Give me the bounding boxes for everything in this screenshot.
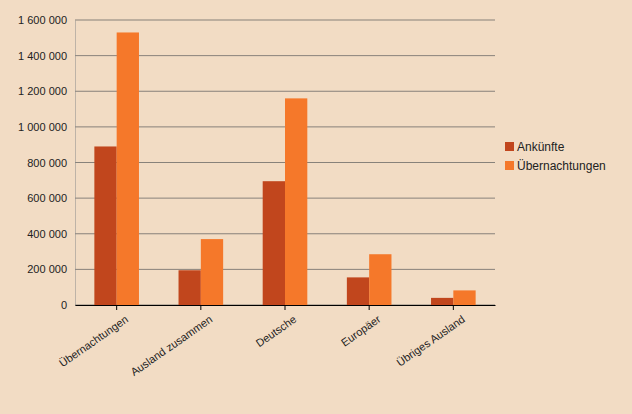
x-tick-label: Europäer — [339, 313, 383, 349]
y-tick-label: 600 000 — [27, 192, 67, 204]
y-tick-label: 200 000 — [27, 263, 67, 275]
y-tick: 1 200 000 — [18, 85, 75, 97]
bar — [453, 290, 475, 305]
y-tick: 0 — [61, 299, 75, 311]
x-tick-label: Ausland zusammen — [128, 313, 214, 378]
y-tick: 400 000 — [27, 228, 75, 240]
bar — [285, 98, 307, 305]
y-tick: 600 000 — [27, 192, 75, 204]
y-axis-line — [75, 21, 76, 306]
bar — [179, 270, 201, 305]
x-tick: Ausland zusammen — [128, 305, 214, 378]
y-axis: 0 200 000 400 000 600 000 800 000 1 000 000 1 … — [18, 14, 75, 311]
x-tick-mark — [453, 305, 454, 310]
legend-swatch — [505, 161, 514, 170]
bar — [201, 239, 223, 305]
legend-label: Ankünfte — [517, 140, 565, 154]
y-tick-label: 0 — [61, 299, 67, 311]
bar — [369, 254, 391, 305]
x-tick-mark — [200, 305, 201, 310]
y-tick-label: 1 400 000 — [18, 50, 67, 62]
x-tick: Deutsche — [254, 305, 299, 349]
x-tick-label: Deutsche — [254, 313, 299, 349]
bar — [347, 277, 369, 305]
legend-item: Ankünfte — [505, 140, 565, 154]
bar — [431, 298, 453, 305]
y-tick-label: 800 000 — [27, 157, 67, 169]
y-tick-label: 1 200 000 — [18, 85, 67, 97]
x-tick-label: Übernachtungen — [57, 313, 131, 369]
x-tick-mark — [285, 305, 286, 310]
x-tick: Übriges Ausland — [394, 305, 467, 369]
x-tick-label: Übriges Ausland — [394, 313, 467, 369]
grid-line — [75, 20, 495, 21]
legend-item: Übernachtungen — [505, 159, 606, 173]
bar — [94, 146, 116, 305]
chart: 0 200 000 400 000 600 000 800 000 1 000 000 1 … — [0, 0, 632, 414]
bars — [94, 32, 475, 305]
y-tick-label: 1 000 000 — [18, 121, 67, 133]
y-tick: 1 400 000 — [18, 50, 75, 62]
plot: 0 200 000 400 000 600 000 800 000 1 000 000 1 … — [18, 14, 495, 378]
y-tick-label: 1 600 000 — [18, 14, 67, 26]
y-tick: 200 000 — [27, 263, 75, 275]
x-tick: Europäer — [339, 305, 383, 349]
x-tick-mark — [369, 305, 370, 310]
legend: Ankünfte Übernachtungen — [505, 140, 606, 173]
x-axis: ÜbernachtungenAusland zusammen Deutsche Eu… — [57, 305, 496, 378]
bar-series — [94, 146, 453, 305]
x-tick: Übernachtungen — [57, 305, 131, 369]
y-tick: 1 000 000 — [18, 121, 75, 133]
legend-swatch — [505, 142, 514, 151]
bar-series — [117, 32, 476, 305]
y-tick-label: 400 000 — [27, 228, 67, 240]
bar — [117, 32, 139, 305]
y-tick: 800 000 — [27, 157, 75, 169]
x-tick-mark — [116, 305, 117, 310]
bar — [263, 181, 285, 305]
grid — [75, 20, 495, 305]
legend-label: Übernachtungen — [517, 159, 606, 173]
y-tick: 1 600 000 — [18, 14, 75, 26]
